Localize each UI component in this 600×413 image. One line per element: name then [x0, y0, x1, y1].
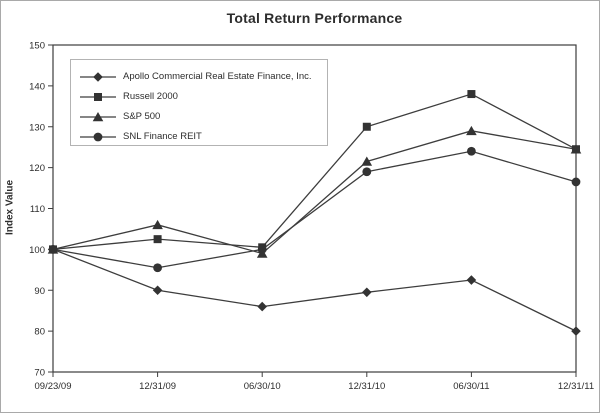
triangle-marker [92, 112, 104, 122]
diamond-marker [362, 287, 372, 298]
y-axis-title: Index Value [4, 179, 16, 236]
square-marker [572, 145, 580, 154]
legend-item-sp-500: S&P 500 [79, 106, 327, 126]
triangle-marker-icon [79, 110, 117, 122]
diamond-marker [571, 326, 581, 336]
circle-marker [93, 132, 103, 142]
circle-legend-swatch [80, 132, 116, 142]
diamond-marker [466, 275, 477, 285]
legend-label: SNL Finance REIT [123, 130, 202, 142]
y-tick-label: 80 [34, 327, 45, 338]
square-marker-icon [79, 90, 117, 102]
circle-marker [362, 167, 372, 177]
diamond-marker [93, 72, 103, 82]
chart-legend: Apollo Commercial Real Estate Finance, I… [70, 59, 328, 146]
circle-marker [467, 146, 476, 156]
x-tick-label: 12/31/11 [558, 381, 594, 392]
series-line-3 [52, 150, 577, 269]
diamond-marker-icon [79, 70, 117, 82]
y-tick-label: 140 [29, 81, 45, 92]
series-line-1 [52, 93, 577, 251]
triangle-legend-swatch [80, 112, 116, 122]
y-tick-label: 100 [29, 245, 45, 256]
chart-title: Total Return Performance [226, 10, 403, 26]
diamond-marker [48, 244, 58, 255]
legend-item-russell-2000: Russell 2000 [79, 86, 327, 106]
legend-label: Russell 2000 [123, 90, 178, 102]
diamond-legend-swatch [80, 72, 116, 82]
legend-item-apollo: Apollo Commercial Real Estate Finance, I… [79, 66, 327, 86]
circle-marker [153, 263, 163, 273]
legend-label: S&P 500 [123, 110, 161, 122]
y-tick-label: 70 [34, 368, 45, 379]
y-tick-label: 130 [29, 122, 45, 133]
legend-item-snl-finance-reit: SNL Finance REIT [79, 126, 327, 146]
series-line-2 [52, 130, 577, 255]
x-tick-label: 12/31/10 [348, 381, 385, 392]
x-tick-label: 06/30/10 [244, 381, 281, 392]
x-tick-label: 12/31/09 [139, 381, 176, 392]
x-tick-label: 09/23/09 [35, 381, 72, 392]
diamond-marker [257, 301, 267, 312]
legend-label: Apollo Commercial Real Estate Finance, I… [123, 70, 312, 82]
square-marker [258, 243, 267, 252]
square-marker [94, 93, 102, 101]
triangle-marker [256, 248, 268, 258]
y-tick-label: 120 [29, 163, 45, 174]
triangle-marker [466, 125, 477, 136]
y-tick-label: 90 [34, 286, 45, 297]
square-marker [467, 90, 476, 99]
x-tick-label: 06/30/11 [453, 381, 489, 392]
triangle-marker [152, 219, 163, 230]
diamond-marker [152, 285, 163, 296]
square-marker [362, 122, 371, 131]
square-marker [153, 235, 162, 244]
series-line-0 [52, 248, 577, 332]
circle-marker-icon [79, 130, 117, 142]
circle-marker [571, 177, 581, 187]
triangle-marker [361, 156, 373, 166]
y-tick-label: 110 [30, 204, 45, 215]
y-tick-label: 150 [29, 41, 45, 52]
square-legend-swatch [80, 93, 116, 101]
